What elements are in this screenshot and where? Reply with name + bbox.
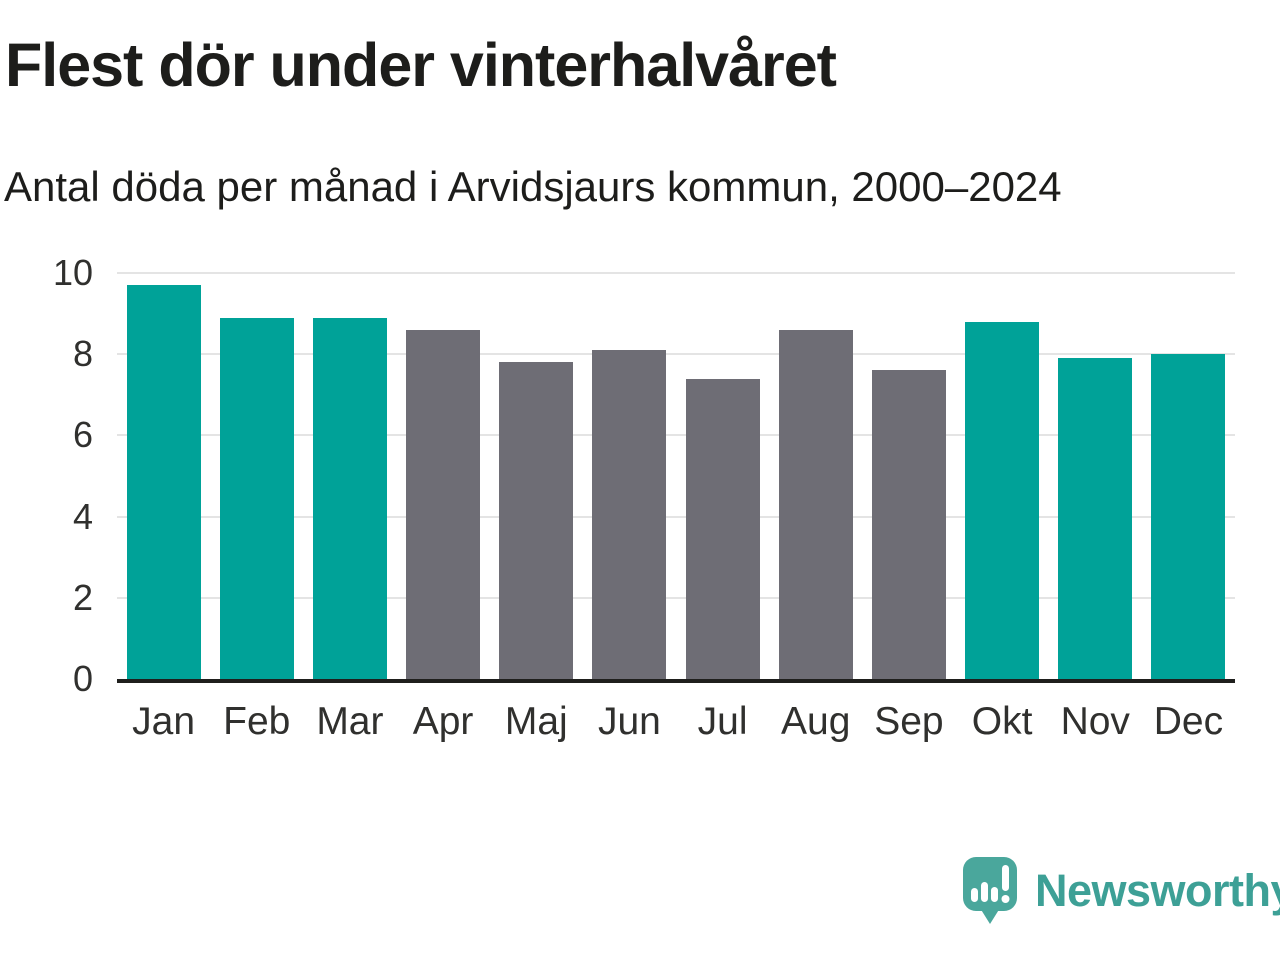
bar-nov — [1058, 358, 1133, 679]
gridline-2 — [117, 596, 1235, 599]
bar-maj — [499, 362, 574, 679]
y-tick-label-0: 0 — [72, 658, 93, 699]
y-tick-label-4: 4 — [72, 495, 93, 537]
bar-mar — [312, 317, 387, 679]
x-tick-label-sep: Sep — [874, 700, 944, 743]
bar-jun — [592, 350, 667, 679]
x-tick-label-mar: Mar — [316, 700, 384, 743]
gridline-10 — [117, 272, 1235, 274]
x-tick-label-dec: Dec — [1153, 700, 1224, 743]
x-tick-label-aug: Aug — [781, 700, 851, 743]
y-axis-labels: 0 2 4 6 8 10 — [0, 255, 93, 697]
y-tick-label-8: 8 — [72, 333, 93, 375]
chart-subtitle: Antal döda per månad i Arvidsjaurs kommu… — [4, 163, 1062, 210]
gridline-6 — [117, 434, 1235, 437]
plot-area — [117, 272, 1235, 683]
bar-apr — [406, 329, 481, 679]
chart-title: Flest dör under vinterhalvåret — [5, 31, 837, 99]
bar-jul — [685, 378, 760, 679]
bar-sep — [871, 370, 946, 679]
x-axis-labels: Jan Feb Mar Apr Maj Jun Jul Aug Sep Okt Nov Dec — [117, 702, 1235, 752]
newsworthy-logo-text: Newsworthy — [1035, 865, 1280, 916]
x-tick-label-jan: Jan — [132, 700, 196, 743]
y-tick-label-6: 6 — [72, 414, 93, 456]
bar-aug — [778, 329, 853, 679]
gridline-8 — [117, 353, 1235, 356]
bar-jan — [126, 285, 201, 679]
bar-dec — [1151, 354, 1226, 679]
x-tick-label-okt: Okt — [971, 700, 1033, 743]
x-tick-label-jun: Jun — [597, 700, 661, 743]
gridline-4 — [117, 515, 1235, 518]
y-tick-label-2: 2 — [72, 576, 93, 618]
x-tick-label-maj: Maj — [504, 700, 568, 743]
newsworthy-logo: Newsworthy — [962, 856, 1280, 926]
x-tick-label-feb: Feb — [223, 700, 291, 743]
x-tick-label-apr: Apr — [412, 700, 474, 743]
y-tick-label-10: 10 — [52, 252, 93, 293]
x-tick-label-nov: Nov — [1060, 700, 1130, 743]
bar-okt — [965, 321, 1040, 679]
x-tick-label-jul: Jul — [697, 700, 748, 743]
newsworthy-bar-chart-speech-bubble-icon — [963, 857, 1017, 924]
bar-feb — [219, 317, 294, 679]
